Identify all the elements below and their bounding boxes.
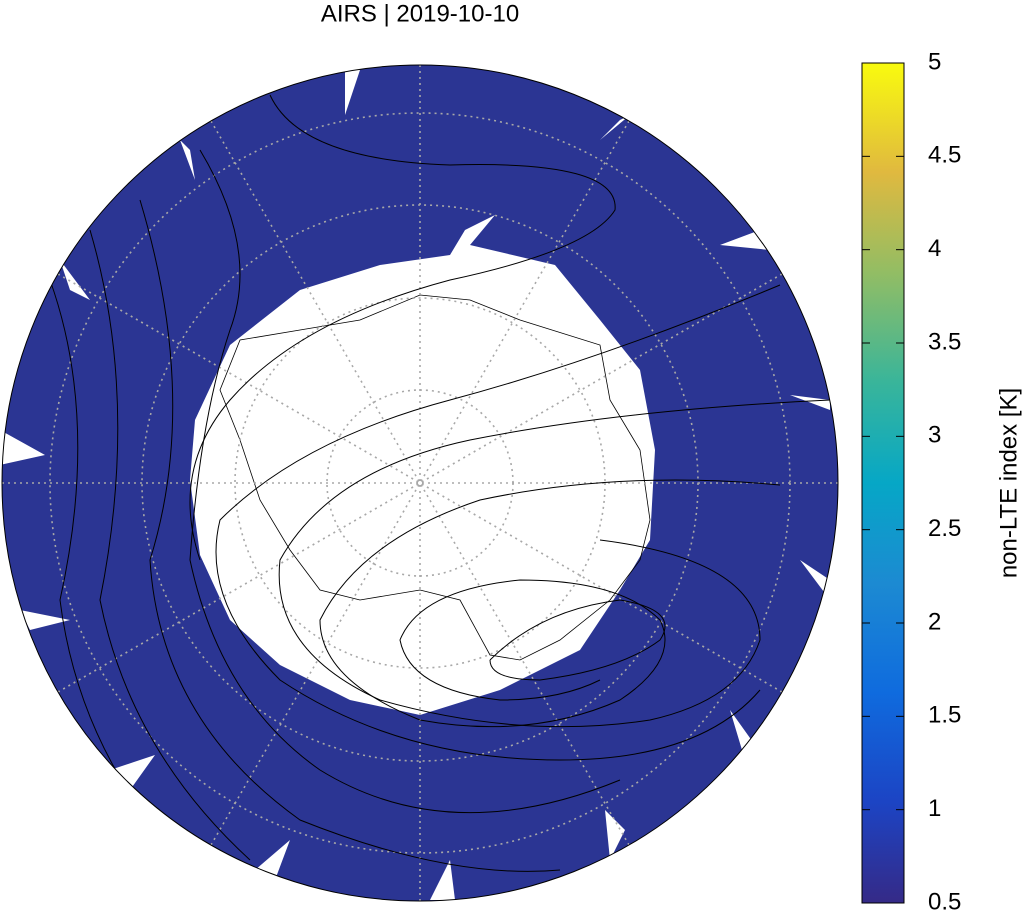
coastline bbox=[219, 294, 651, 661]
colorbar-tick-label: 5 bbox=[928, 48, 941, 75]
map-border bbox=[1, 64, 839, 902]
colorbar-tick-label: 3.5 bbox=[928, 328, 961, 355]
title: AIRS | 2019-10-10 bbox=[321, 0, 519, 27]
colorbar-tick-label: 4 bbox=[928, 235, 941, 262]
colorbar-label: non-LTE index [K] bbox=[995, 388, 1022, 578]
map bbox=[2, 65, 838, 901]
colorbar-tick-label: 0.5 bbox=[928, 888, 961, 913]
colorbar-tick-label: 4.5 bbox=[928, 142, 961, 169]
polar-gap bbox=[190, 215, 655, 715]
colorbar-tick-label: 2 bbox=[928, 608, 941, 635]
colorbar-tick-label: 1.5 bbox=[928, 702, 961, 729]
colorbar bbox=[861, 62, 905, 904]
colorbar-tick-label: 2.5 bbox=[928, 515, 961, 542]
contours bbox=[49, 94, 831, 881]
colorbar-tick-label: 3 bbox=[928, 422, 941, 449]
grid bbox=[2, 65, 838, 901]
colorbar-tick-label: 1 bbox=[928, 795, 941, 822]
